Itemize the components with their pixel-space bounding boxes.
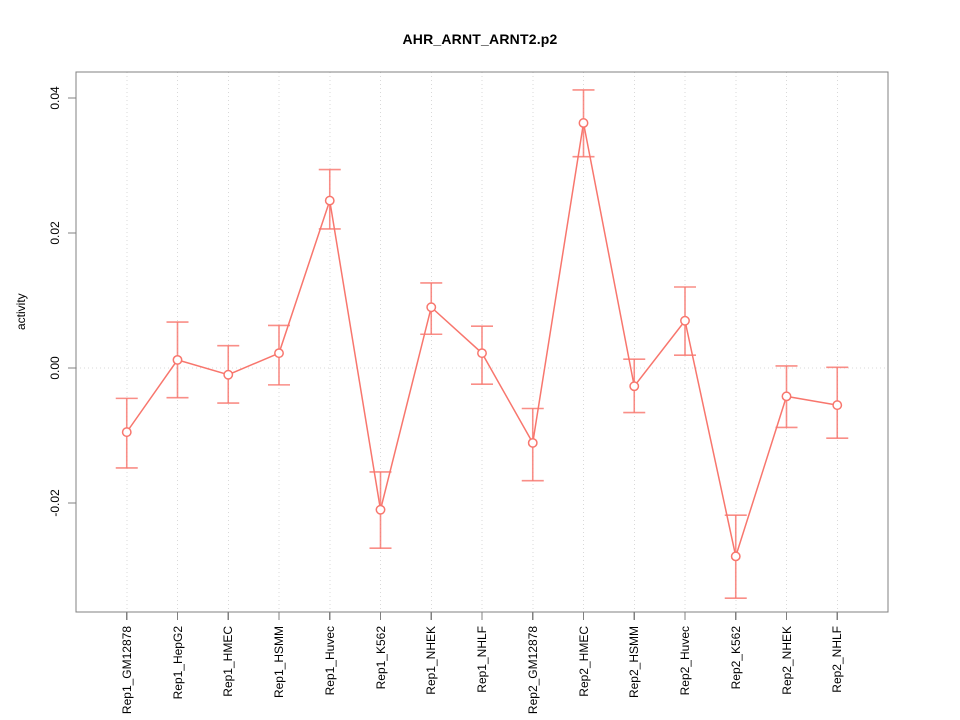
y-tick-label: 0.04 (48, 86, 62, 110)
y-tick-label: 0.02 (48, 221, 62, 245)
x-tick-label: Rep1_K562 (373, 626, 388, 690)
x-tick-label: Rep2_NHLF (830, 626, 845, 693)
x-tick-label: Rep2_HMEC (576, 626, 591, 697)
x-tick-label: Rep1_HMEC (221, 626, 236, 697)
x-tick-label: Rep2_HSMM (627, 626, 642, 699)
y-tick-label: -0.02 (48, 489, 62, 517)
x-tick-label: Rep1_NHEK (424, 626, 439, 695)
page-title: AHR_ARNT_ARNT2.p2 (402, 31, 558, 47)
x-tick-label: Rep2_K562 (728, 626, 743, 690)
x-tick-label: Rep2_NHEK (779, 626, 794, 695)
x-tick-label: Rep1_NHLF (475, 626, 489, 693)
x-tick-label: Rep1_Huvec (322, 626, 337, 696)
error-bars (115, 89, 849, 599)
x-tick-label: Rep1_GM12878 (119, 626, 134, 715)
x-tick-label: Rep1_HSMM (272, 626, 286, 699)
x-tick-label: Rep2_Huvec (678, 626, 692, 696)
y-tick-label: 0.00 (48, 356, 62, 380)
series-points (121, 118, 843, 562)
x-tick-label: Rep2_GM12878 (525, 626, 540, 715)
x-tick-label: Rep1_HepG2 (170, 626, 185, 700)
axis-ticks (68, 97, 838, 620)
